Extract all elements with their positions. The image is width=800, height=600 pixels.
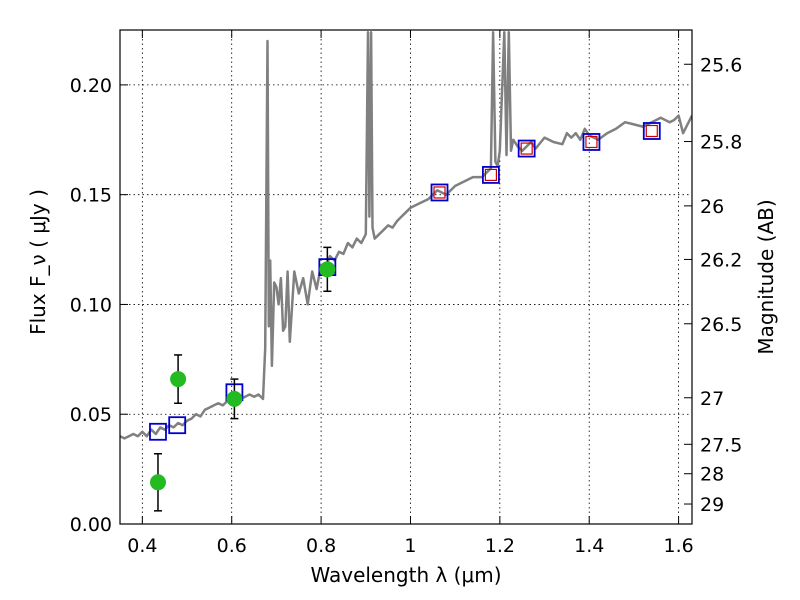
model-photometry-square	[482, 166, 500, 184]
x-tick-label: 1.6	[663, 535, 693, 557]
mag-tick-label: 29	[700, 494, 724, 516]
observed-photometry-square	[484, 168, 498, 182]
x-tick-label: 1.2	[485, 535, 515, 557]
model-photometry-square	[642, 122, 661, 140]
model-photometry-square	[168, 416, 187, 435]
tick-labels: 0.4 0.6 0.8 1 1.2 1.4 1.6 0.00 0.05 0.10 0.15 0.20 2…	[70, 54, 743, 557]
observed-photometry-square	[433, 186, 446, 199]
model-photometry-square	[430, 183, 449, 202]
y-tick-label: 0.10	[70, 294, 112, 316]
mag-tick-label: 28	[700, 464, 724, 486]
y-tick-label: 0.20	[70, 75, 112, 97]
observed-photometry-square	[645, 124, 658, 138]
model-photometry-square	[582, 133, 601, 151]
mag-tick-label: 25.6	[700, 54, 742, 76]
observed-photometry-square	[585, 135, 598, 149]
x-tick-label: 0.6	[217, 535, 247, 557]
tick-marks	[120, 30, 692, 525]
grid-lines	[120, 30, 692, 525]
observed-photometry-point	[170, 371, 187, 388]
observed-photometry-point	[149, 474, 166, 491]
x-axis-label: Wavelength λ (μm)	[310, 563, 501, 587]
mag-tick-label: 27.5	[700, 434, 742, 456]
mag-tick-label: 26	[700, 196, 724, 218]
y-axis-label: Flux F_ν ( μJy )	[26, 189, 50, 335]
y-tick-label: 0.05	[70, 404, 112, 426]
y-axis-label-right: Magnitude (AB)	[754, 199, 778, 354]
spectrum-layer	[120, 30, 692, 440]
photometry-layer	[149, 122, 661, 512]
y-tick-label: 0.15	[70, 185, 112, 207]
model-photometry-square	[149, 422, 167, 441]
plot-frame	[119, 29, 693, 525]
spectrum-line	[120, 30, 692, 440]
model-photometry-square	[517, 139, 536, 158]
x-tick-label: 0.4	[127, 535, 157, 557]
mag-tick-label: 26.5	[700, 314, 742, 336]
observed-photometry-point	[226, 390, 243, 407]
x-tick-label: 0.8	[306, 535, 336, 557]
mag-tick-label: 27	[700, 388, 724, 410]
y-tick-label: 0.00	[70, 514, 112, 536]
mag-tick-label: 25.8	[700, 132, 742, 154]
observed-photometry-point	[319, 261, 336, 278]
x-tick-label: 1.4	[574, 535, 604, 557]
mag-tick-label: 26.2	[700, 249, 742, 271]
observed-photometry-square	[520, 142, 533, 155]
x-tick-label: 1	[404, 535, 416, 557]
